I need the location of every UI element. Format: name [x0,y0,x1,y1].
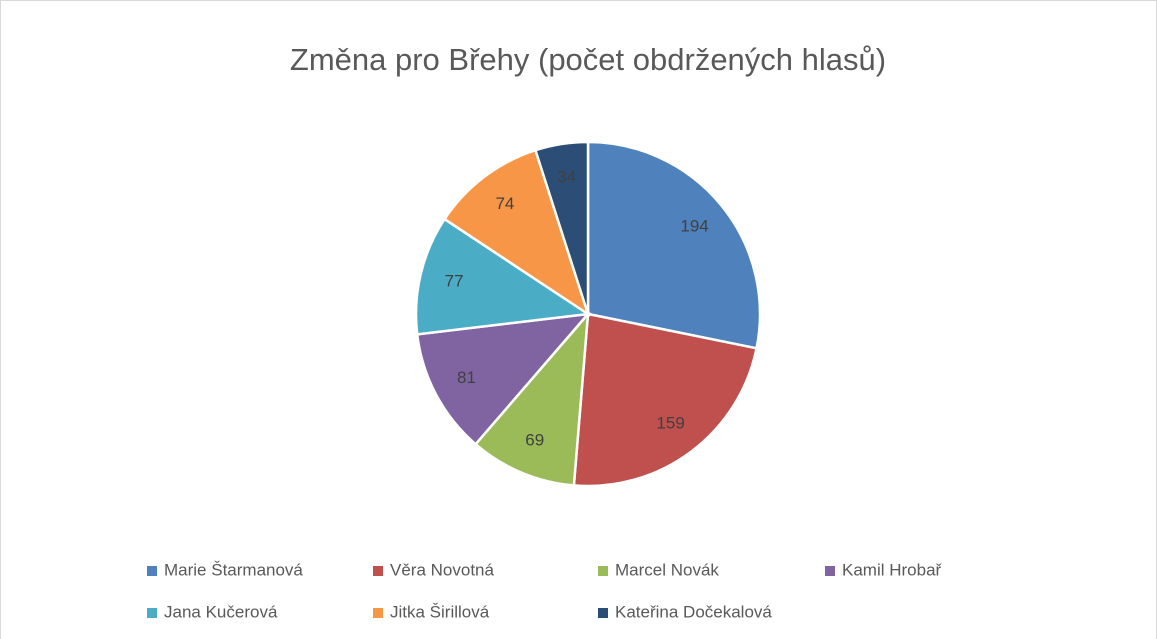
legend-swatch [373,566,383,576]
data-label: 81 [457,368,476,387]
data-label: 69 [525,430,544,449]
pie-slice [572,312,759,488]
legend-swatch [825,566,835,576]
legend-swatch [373,608,383,618]
legend-swatch [147,608,157,618]
data-label: 159 [656,414,684,433]
data-label: 194 [680,216,708,235]
legend-swatch [147,566,157,576]
legend-label: Kateřina Dočekalová [615,602,772,621]
pie-slice [415,312,592,446]
legend-label: Věra Novotná [390,560,494,579]
pie-slice [586,140,762,350]
legend-label: Marie Štarmanová [164,560,303,579]
pie-slice [442,148,591,318]
data-label: 74 [495,194,514,213]
pie-slice [533,140,590,315]
legend-swatch [598,566,608,576]
legend-label: Jana Kučerová [164,602,278,621]
pie-slice [414,217,592,336]
legend-swatch [598,608,608,618]
data-label: 34 [557,168,576,187]
legend-label: Kamil Hrobař [842,560,942,579]
legend-label: Jitka Širillová [390,602,490,621]
legend-label: Marcel Novák [615,560,719,579]
data-label: 77 [445,272,464,291]
pie-slice [473,310,590,487]
chart-title: Změna pro Břehy (počet obdržených hlasů) [290,42,886,77]
